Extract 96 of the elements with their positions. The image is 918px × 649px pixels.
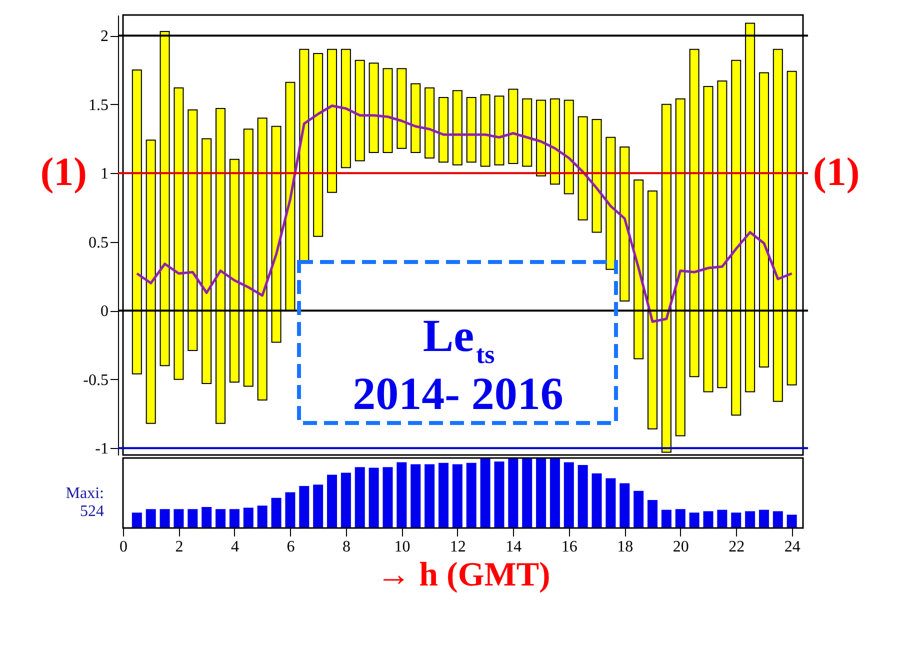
bar	[731, 512, 742, 528]
bar	[368, 62, 379, 153]
bar	[160, 509, 170, 528]
bar	[424, 464, 435, 528]
bar	[382, 68, 393, 153]
bar	[285, 492, 296, 528]
bar	[327, 48, 338, 193]
bar	[340, 48, 351, 168]
bar	[202, 507, 212, 528]
y-tick-label: 1	[100, 166, 108, 183]
annotation: (1)	[813, 149, 860, 194]
bar	[299, 48, 310, 262]
bar	[243, 508, 254, 528]
bar	[452, 464, 462, 528]
bar	[606, 478, 616, 528]
x-tick-label: 14	[506, 538, 522, 556]
bar	[689, 512, 700, 528]
bar	[634, 490, 644, 528]
bar	[522, 458, 532, 528]
bar	[410, 464, 421, 528]
y-tick-label: 1.5	[88, 96, 108, 114]
bar	[522, 98, 532, 167]
y-tick-label: -0.5	[83, 372, 108, 389]
x-tick-label: 16	[561, 538, 578, 556]
bar	[606, 136, 616, 270]
bar	[313, 53, 324, 237]
bar	[257, 506, 268, 528]
annotation: (1)	[40, 149, 87, 194]
bar	[382, 467, 393, 528]
bar	[703, 511, 714, 528]
bar	[216, 509, 226, 528]
bar	[592, 473, 602, 528]
bar	[578, 465, 588, 528]
x-tick-label: 6	[286, 538, 295, 556]
bar	[327, 474, 338, 528]
bar	[536, 100, 546, 176]
bar	[146, 509, 156, 528]
bar	[717, 510, 728, 528]
bar	[354, 60, 365, 162]
x-tick-label: 24	[784, 538, 800, 556]
bar	[229, 509, 240, 528]
y-tick-label: 0.5	[88, 234, 108, 252]
bar	[745, 511, 756, 528]
bar	[550, 98, 560, 185]
x-tick-label: 22	[728, 538, 745, 556]
bar	[508, 458, 518, 528]
bar	[564, 100, 574, 194]
bar	[174, 509, 184, 528]
bar	[396, 68, 407, 149]
bar	[508, 88, 518, 164]
bar	[592, 119, 602, 233]
text: Maxi: 524	[66, 485, 104, 520]
bar	[758, 510, 769, 528]
bar	[772, 511, 783, 528]
bar	[410, 83, 421, 153]
x-tick-label: 10	[394, 538, 410, 556]
bar	[675, 509, 686, 528]
bar	[494, 96, 504, 166]
bar	[578, 116, 588, 220]
bar	[132, 512, 142, 528]
bar	[466, 462, 476, 528]
bar	[340, 472, 351, 528]
bar	[396, 462, 407, 528]
x-tick-label: 2	[175, 538, 184, 556]
bar	[480, 458, 490, 528]
bar	[648, 500, 658, 528]
bar	[620, 483, 630, 528]
y-tick-label: 2	[100, 28, 108, 46]
bar	[438, 462, 448, 528]
x-tick-label: 8	[342, 538, 350, 556]
bar	[564, 462, 574, 528]
x-tick-label: 4	[230, 538, 239, 556]
x-tick-label: 18	[617, 538, 634, 556]
bar	[424, 87, 435, 158]
bar	[661, 510, 672, 528]
bar	[620, 146, 630, 302]
bar	[452, 90, 462, 166]
bar	[494, 462, 504, 528]
y-tick-label: 0	[100, 303, 108, 320]
bar	[466, 97, 476, 163]
bar	[354, 467, 365, 528]
bar	[368, 468, 379, 528]
x-axis-title: → h (GMT)	[376, 556, 550, 594]
x-tick-label: 20	[672, 538, 689, 556]
bar	[438, 97, 448, 163]
bar	[188, 509, 198, 528]
bar	[299, 486, 310, 528]
bar	[536, 458, 546, 528]
x-tick-label: 0	[120, 538, 128, 556]
bar	[271, 498, 282, 528]
bar	[480, 94, 490, 167]
bar	[313, 484, 324, 528]
bar	[786, 514, 797, 528]
y-tick-label: -1	[95, 440, 108, 458]
bar	[550, 458, 560, 528]
x-tick-label: 12	[450, 538, 466, 556]
